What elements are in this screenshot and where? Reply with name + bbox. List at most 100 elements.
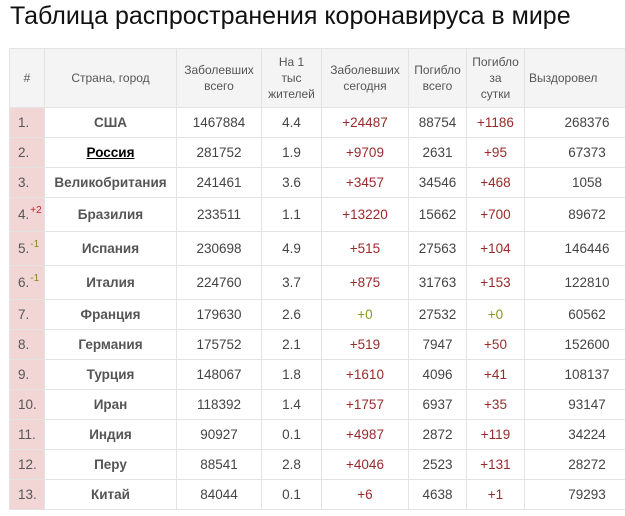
covid-stats-table: # Страна, город Заболевших всего На 1 ты… xyxy=(9,48,625,510)
table-row[interactable]: 7. Франция 179630 2.6 +0 27532 +0 60562 xyxy=(9,299,625,330)
table-container[interactable]: # Страна, город Заболевших всего На 1 ты… xyxy=(9,48,625,516)
header-today-line-2: сегодня xyxy=(343,79,387,93)
recovered-cell: 34224 xyxy=(524,419,625,450)
cases-cell: 175752 xyxy=(176,329,262,360)
deaths-today-cell: +50 xyxy=(466,329,525,360)
country-cell: Великобритания xyxy=(44,167,177,198)
rank-number: 11. xyxy=(18,427,36,442)
deaths-today-cell: +153 xyxy=(466,265,525,300)
header-deaths-today-line-2: за xyxy=(489,71,502,85)
cases-today-cell: +1757 xyxy=(321,389,409,420)
rank-cell: 6.-1 xyxy=(9,265,45,300)
rank-number: 5. xyxy=(18,241,30,256)
deaths-today-cell: +95 xyxy=(466,137,525,168)
per1k-cell: 1.4 xyxy=(261,389,322,420)
country-cell: Перу xyxy=(44,449,177,480)
cases-today-cell: +1610 xyxy=(321,359,409,390)
header-country[interactable]: Страна, город xyxy=(44,48,177,108)
cases-today-cell: +875 xyxy=(321,265,409,300)
deaths-today-cell: +0 xyxy=(466,299,525,330)
country-cell: Турция xyxy=(44,359,177,390)
recovered-cell: 93147 xyxy=(524,389,625,420)
rank-number: 13. xyxy=(18,487,37,502)
table-row[interactable]: 9. Турция 148067 1.8 +1610 4096 +41 108137 xyxy=(9,359,625,390)
rank-cell: 1. xyxy=(9,107,45,138)
rank-change: +2 xyxy=(30,205,42,216)
cases-cell: 230698 xyxy=(176,231,262,266)
header-deaths[interactable]: Погибло всего xyxy=(408,48,467,108)
rank-cell: 7. xyxy=(9,299,45,330)
per1k-cell: 3.7 xyxy=(261,265,322,300)
deaths-cell: 27532 xyxy=(408,299,467,330)
recovered-cell: 89672 xyxy=(524,197,625,232)
header-deaths-today[interactable]: Погибло за сутки xyxy=(466,48,525,108)
header-today-line-1: Заболевших xyxy=(330,63,400,77)
per1k-cell: 1.1 xyxy=(261,197,322,232)
cases-cell: 88541 xyxy=(176,449,262,480)
header-cases-line-2: всего xyxy=(204,79,234,93)
country-cell: Россия xyxy=(44,137,177,168)
recovered-cell: 122810 xyxy=(524,265,625,300)
cases-cell: 224760 xyxy=(176,265,262,300)
rank-number: 10. xyxy=(18,397,37,412)
per1k-cell: 1.9 xyxy=(261,137,322,168)
deaths-today-cell: +41 xyxy=(466,359,525,390)
table-row[interactable]: 8. Германия 175752 2.1 +519 7947 +50 152600 xyxy=(9,329,625,360)
cases-cell: 148067 xyxy=(176,359,262,390)
deaths-cell: 27563 xyxy=(408,231,467,266)
cases-cell: 281752 xyxy=(176,137,262,168)
table-row[interactable]: 13. Китай 84044 0.1 +6 4638 +1 79293 xyxy=(9,479,625,510)
cases-today-cell: +515 xyxy=(321,231,409,266)
recovered-cell: 108137 xyxy=(524,359,625,390)
header-today[interactable]: Заболевших сегодня xyxy=(321,48,409,108)
country-cell: Испания xyxy=(44,231,177,266)
country-cell: Бразилия xyxy=(44,197,177,232)
cases-today-cell: +9709 xyxy=(321,137,409,168)
rank-number: 2. xyxy=(18,145,30,160)
deaths-today-cell: +104 xyxy=(466,231,525,266)
table-row[interactable]: 3. Великобритания 241461 3.6 +3457 34546 +468 1… xyxy=(9,167,625,198)
header-deaths-today-line-3: сутки xyxy=(480,87,511,101)
table-row[interactable]: 1. США 1467884 4.4 +24487 88754 +1186 268376 xyxy=(9,107,625,138)
header-per1k[interactable]: На 1 тыс жителей xyxy=(261,48,322,108)
table-row[interactable]: 4.+2 Бразилия 233511 1.1 +13220 15662 +700 8967… xyxy=(9,197,625,232)
country-cell: Индия xyxy=(44,419,177,450)
table-row[interactable]: 12. Перу 88541 2.8 +4046 2523 +131 28272 xyxy=(9,449,625,480)
rank-cell: 11. xyxy=(9,419,45,450)
cases-today-cell: +4987 xyxy=(321,419,409,450)
table-header-row: # Страна, город Заболевших всего На 1 ты… xyxy=(9,48,625,108)
cases-today-cell: +0 xyxy=(321,299,409,330)
table-row[interactable]: 5.-1 Испания 230698 4.9 +515 27563 +104 146446 xyxy=(9,231,625,266)
header-cases[interactable]: Заболевших всего xyxy=(176,48,262,108)
rank-cell: 9. xyxy=(9,359,45,390)
cases-cell: 84044 xyxy=(176,479,262,510)
cases-today-cell: +6 xyxy=(321,479,409,510)
deaths-cell: 2523 xyxy=(408,449,467,480)
country-cell: США xyxy=(44,107,177,138)
table-row[interactable]: 11. Индия 90927 0.1 +4987 2872 +119 34224 xyxy=(9,419,625,450)
header-per1k-line-1: На 1 xyxy=(278,55,305,69)
cases-today-cell: +4046 xyxy=(321,449,409,480)
header-rank[interactable]: # xyxy=(9,48,45,108)
rank-number: 3. xyxy=(18,175,30,190)
recovered-cell: 60562 xyxy=(524,299,625,330)
deaths-cell: 31763 xyxy=(408,265,467,300)
rank-cell: 4.+2 xyxy=(9,197,45,232)
deaths-today-cell: +1186 xyxy=(466,107,525,138)
recovered-cell: 1058 xyxy=(524,167,625,198)
table-row[interactable]: 10. Иран 118392 1.4 +1757 6937 +35 93147 xyxy=(9,389,625,420)
header-cases-line-1: Заболевших xyxy=(184,63,254,77)
rank-change: -1 xyxy=(30,273,40,284)
table-row[interactable]: 6.-1 Италия 224760 3.7 +875 31763 +153 122810 xyxy=(9,265,625,300)
cases-cell: 179630 xyxy=(176,299,262,330)
page-title: Таблица распространения коронавируса в м… xyxy=(10,2,571,30)
recovered-cell: 28272 xyxy=(524,449,625,480)
cases-cell: 90927 xyxy=(176,419,262,450)
deaths-today-cell: +35 xyxy=(466,389,525,420)
deaths-cell: 2631 xyxy=(408,137,467,168)
header-recovered[interactable]: Выздоровел xyxy=(524,48,625,108)
table-row[interactable]: 2. Россия 281752 1.9 +9709 2631 +95 67373 xyxy=(9,137,625,168)
recovered-cell: 67373 xyxy=(524,137,625,168)
country-link[interactable]: Россия xyxy=(86,145,135,160)
deaths-today-cell: +119 xyxy=(466,419,525,450)
